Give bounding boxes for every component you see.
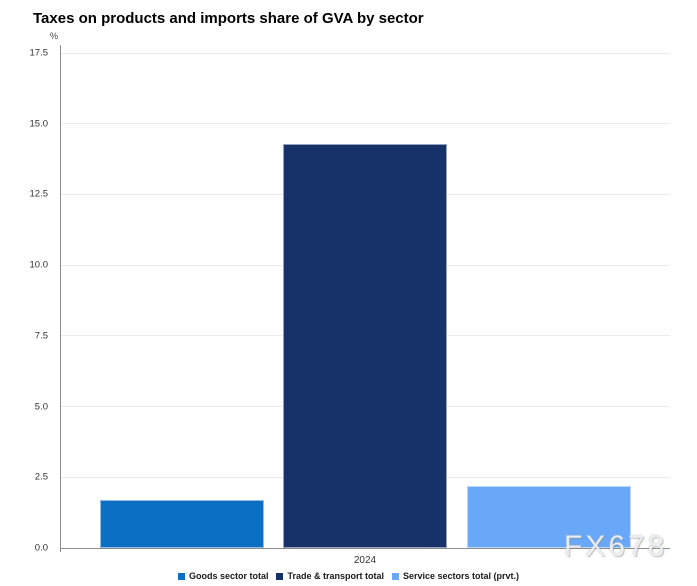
legend-label: Trade & transport total xyxy=(287,571,384,581)
legend-swatch-icon xyxy=(177,572,185,580)
gridline-15.0 xyxy=(60,123,670,125)
y-tick-label-12.5: 12.5 xyxy=(29,188,49,200)
legend-item-goods-sector-total: Goods sector total xyxy=(177,571,269,581)
x-axis-category-label: 2024 xyxy=(353,555,377,566)
bar-service-sectors-total-prvt xyxy=(466,485,631,548)
y-tick-label-17.5: 17.5 xyxy=(29,47,49,59)
bar-trade-transport-total xyxy=(283,143,447,548)
legend-swatch-icon xyxy=(276,572,284,580)
y-tick-label-7.5: 7.5 xyxy=(34,330,48,342)
y-tick-label-15.0: 15.0 xyxy=(29,118,49,130)
legend-label: Goods sector total xyxy=(188,571,269,581)
y-tick-label-0.0: 0.0 xyxy=(34,542,48,554)
chart-title: Taxes on products and imports share of G… xyxy=(33,10,424,27)
y-tick-label-5.0: 5.0 xyxy=(34,401,48,413)
y-axis-line xyxy=(60,45,61,552)
chart-legend: Goods sector total Trade & transport tota… xyxy=(0,571,697,581)
legend-label: Service sectors total (prvt.) xyxy=(402,571,520,581)
legend-swatch-icon xyxy=(391,572,399,580)
y-tick-label-2.5: 2.5 xyxy=(34,471,48,483)
legend-item-service-sectors-total-prvt: Service sectors total (prvt.) xyxy=(391,571,520,581)
legend-item-trade-transport-total: Trade & transport total xyxy=(276,571,384,581)
fx678-watermark: FX678 xyxy=(564,530,668,563)
x-axis-line xyxy=(60,548,670,549)
y-tick-label-10.0: 10.0 xyxy=(29,259,49,271)
y-axis-unit-label: % xyxy=(49,31,58,41)
gridline-17.5 xyxy=(60,52,670,54)
bar-goods-sector-total xyxy=(99,499,264,548)
